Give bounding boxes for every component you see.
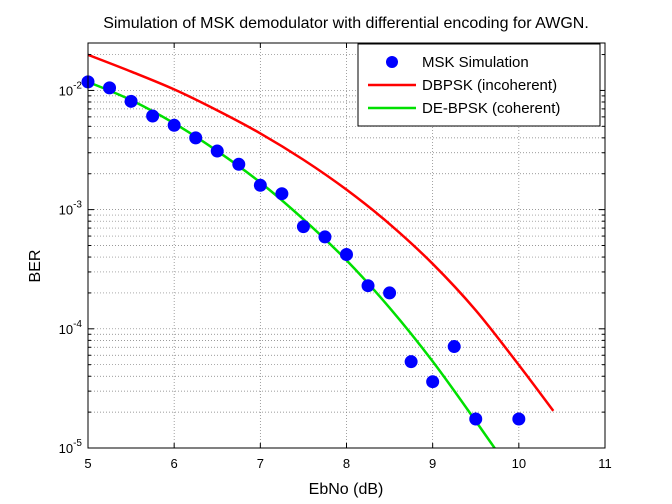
data-point [103,81,117,95]
y-tick-label: 10-5 [59,438,83,456]
y-axis-label: BER [27,250,44,283]
data-point [232,157,246,171]
y-tick-label: 10-4 [59,319,83,337]
data-point [404,355,418,369]
x-tick-label: 8 [343,456,350,471]
y-tick-label: 10-2 [59,80,83,98]
data-point [361,279,375,293]
data-point [426,375,440,389]
series-line [88,53,555,412]
legend: MSK Simulation DBPSK (incoherent) DE-BPSK … [357,43,601,127]
legend-label: MSK Simulation [422,54,529,71]
x-tick-label: 11 [598,456,612,471]
data-point [146,109,160,123]
data-point [340,248,353,262]
y-tick-label: 10-3 [59,200,83,218]
chart-title: Simulation of MSK demodulator with diffe… [103,15,589,32]
data-point [124,94,138,108]
ticks: 5 6 7 8 9 10 11 10-5 10-4 10-3 10-2 [59,43,612,471]
data-point [167,118,181,132]
series-layer [81,53,555,448]
data-point [253,178,267,192]
data-point [512,412,526,426]
x-tick-label: 7 [257,456,264,471]
legend-marker [386,56,398,68]
data-point [296,220,310,234]
data-point [275,187,289,201]
data-point [189,131,203,145]
x-tick-label: 9 [429,456,436,471]
data-point [318,230,332,244]
data-point [447,340,461,354]
data-point [383,286,397,300]
data-point [469,412,483,426]
legend-label: DE-BPSK (coherent) [422,100,560,117]
x-tick-label: 10 [512,456,526,471]
x-axis-label: EbNo (dB) [309,481,384,498]
data-point [210,144,224,158]
legend-label: DBPSK (incoherent) [422,77,557,94]
x-tick-label: 5 [84,456,91,471]
x-tick-label: 6 [171,456,178,471]
